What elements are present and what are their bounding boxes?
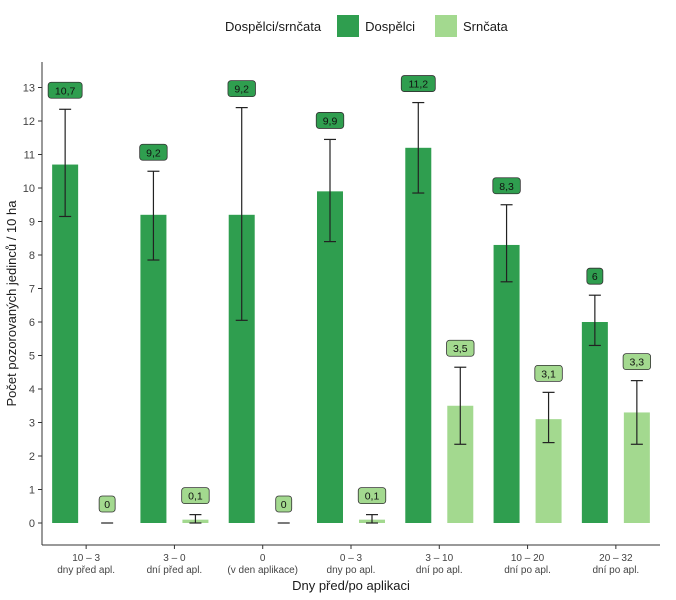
data-label-box — [315, 112, 345, 129]
data-label-box — [446, 339, 475, 357]
x-tick-sublabel: dní před apl. — [147, 565, 203, 576]
data-label: 10,7 — [55, 85, 76, 97]
bar-dospělci — [405, 147, 432, 524]
y-tick-label: 11 — [24, 150, 35, 162]
y-tick-label: 2 — [29, 451, 35, 463]
x-tick-label: 10 – 3 — [72, 553, 100, 564]
data-label-box — [586, 267, 604, 285]
x-tick-label: 0 — [260, 553, 266, 564]
y-tick-label: 13 — [23, 83, 35, 95]
x-tick-label: 0 – 3 — [340, 553, 363, 564]
data-label-box — [139, 143, 168, 161]
y-tick-label: 6 — [29, 317, 35, 329]
data-label-box — [227, 80, 256, 97]
data-label: 9,2 — [234, 84, 249, 96]
y-tick-label: 7 — [29, 284, 35, 296]
bar-dospělci — [493, 244, 520, 523]
data-label: 0,1 — [188, 491, 203, 503]
x-tick-label: 3 – 0 — [163, 553, 186, 564]
y-tick-label: 0 — [29, 518, 35, 530]
data-label-box — [400, 75, 436, 92]
y-tick-label: 10 — [23, 183, 35, 195]
y-tick-label: 1 — [29, 485, 35, 497]
x-tick-sublabel: dny před apl. — [57, 565, 115, 576]
x-tick-sublabel: dní po apl. — [592, 565, 639, 576]
data-label: 9,9 — [323, 115, 338, 127]
data-label-box — [98, 495, 116, 513]
legend: Dospělci/srnčata Dospělci Srnčata — [225, 14, 522, 38]
x-tick-sublabel: dny po apl. — [327, 565, 376, 576]
data-label: 6 — [592, 271, 598, 283]
data-label: 11,2 — [408, 79, 428, 91]
legend-label-srncata: Srnčata — [462, 18, 508, 34]
data-label: 9,2 — [146, 147, 161, 159]
x-tick-sublabel: dní po apl. — [416, 565, 463, 576]
data-label: 0 — [104, 499, 110, 511]
data-label: 8,3 — [499, 181, 514, 193]
legend-key-srncata — [434, 15, 457, 37]
x-tick-label: 3 – 10 — [425, 553, 453, 564]
data-label: 3,5 — [453, 343, 468, 355]
x-axis-title: Dny před/po aplikaci — [292, 578, 410, 593]
y-tick-label: 8 — [29, 250, 35, 262]
y-axis-title: Počet pozorovaných jedinců / 10 ha — [4, 200, 19, 407]
data-label-box — [181, 487, 210, 505]
data-label: 3,1 — [541, 368, 556, 380]
data-label-box — [275, 495, 293, 513]
data-label-box — [357, 487, 387, 505]
x-tick-sublabel: dní po apl. — [504, 565, 551, 576]
y-tick-label: 4 — [29, 384, 35, 396]
x-tick-sublabel: (v den aplikace) — [227, 565, 298, 576]
y-tick-label: 3 — [29, 418, 35, 430]
x-tick-label: 20 – 32 — [599, 553, 633, 564]
data-label-box — [492, 177, 521, 195]
legend-key-dospelci — [337, 15, 360, 37]
data-label-box — [534, 364, 563, 382]
y-tick-label: 12 — [23, 116, 35, 128]
y-tick-label: 9 — [29, 217, 35, 229]
bar-dospělci — [317, 191, 343, 523]
bar-dospělci — [581, 322, 608, 523]
data-label: 0,1 — [365, 491, 380, 503]
y-tick-label: 5 — [29, 351, 35, 363]
bar-dospělci — [140, 214, 167, 524]
data-label: 0 — [281, 499, 287, 511]
data-label-box — [622, 353, 652, 371]
data-label: 3,3 — [630, 357, 645, 369]
legend-title: Dospělci/srnčata — [225, 18, 322, 34]
bar-dospělci — [52, 164, 79, 524]
legend-label-dospelci: Dospělci — [365, 18, 415, 34]
data-label-box — [47, 81, 83, 99]
x-tick-label: 10 – 20 — [511, 553, 545, 564]
